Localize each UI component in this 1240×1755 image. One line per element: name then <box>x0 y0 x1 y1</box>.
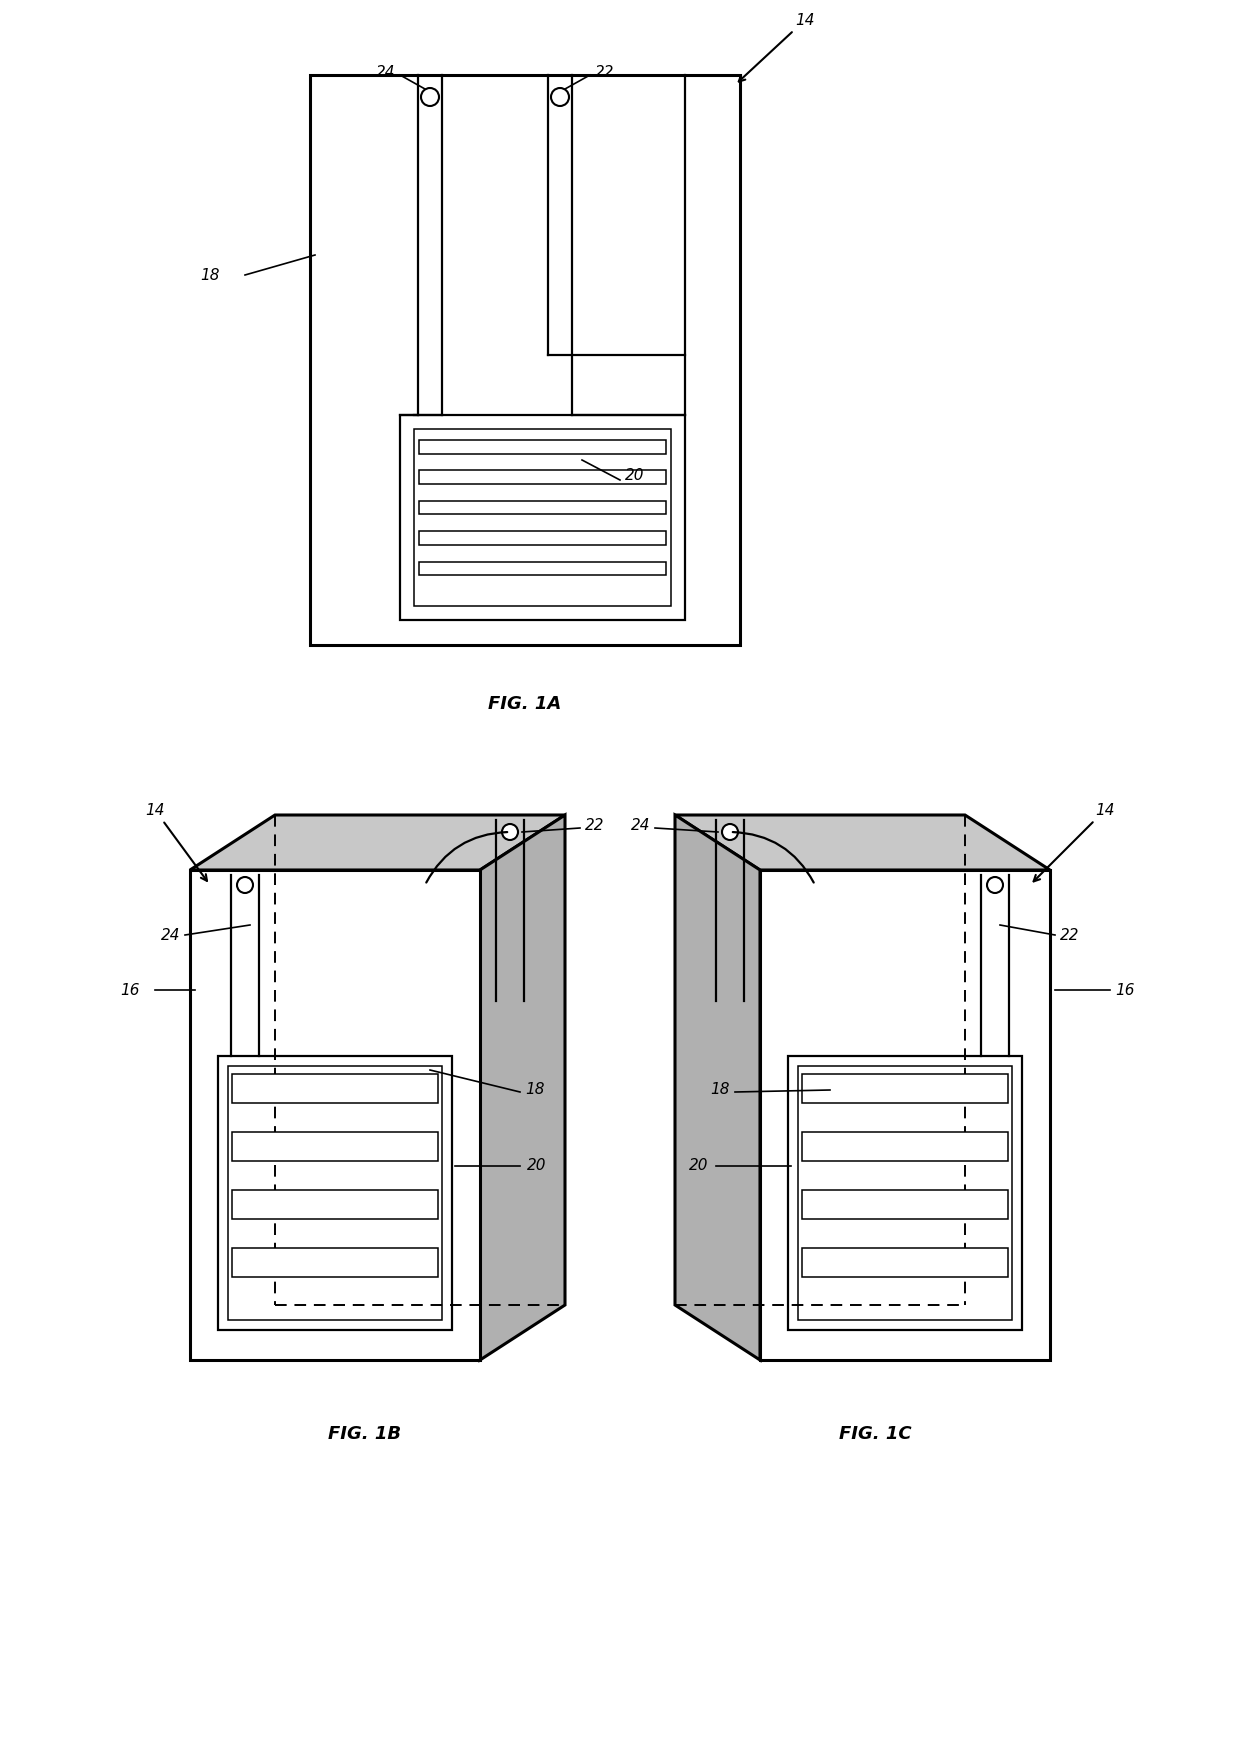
Circle shape <box>502 825 518 841</box>
Bar <box>401 414 684 620</box>
Circle shape <box>422 88 439 105</box>
Polygon shape <box>190 814 565 870</box>
Text: FIG. 1A: FIG. 1A <box>489 695 562 713</box>
Bar <box>218 1057 453 1330</box>
Circle shape <box>237 878 253 893</box>
Circle shape <box>722 825 738 841</box>
Bar <box>802 1132 1008 1162</box>
Bar <box>414 428 671 605</box>
Bar <box>802 1248 1008 1278</box>
Bar <box>419 500 666 514</box>
Polygon shape <box>480 814 565 1360</box>
Polygon shape <box>190 870 480 1360</box>
Text: 16: 16 <box>1115 983 1135 997</box>
Text: 14: 14 <box>145 802 207 881</box>
Text: 20: 20 <box>527 1158 547 1174</box>
Text: 20: 20 <box>688 1158 708 1174</box>
Bar <box>232 1074 438 1104</box>
Text: 22: 22 <box>595 65 615 79</box>
Text: 18: 18 <box>200 267 219 283</box>
Text: FIG. 1B: FIG. 1B <box>329 1425 402 1443</box>
Bar <box>232 1132 438 1162</box>
Bar <box>232 1190 438 1220</box>
Bar <box>802 1074 1008 1104</box>
Text: 14: 14 <box>739 12 815 81</box>
Text: 18: 18 <box>525 1083 544 1097</box>
Bar <box>310 75 740 646</box>
Bar <box>787 1057 1022 1330</box>
Bar <box>419 441 666 455</box>
Circle shape <box>987 878 1003 893</box>
Text: 22: 22 <box>585 818 605 832</box>
Bar <box>419 562 666 576</box>
Polygon shape <box>760 870 1050 1360</box>
Text: 16: 16 <box>120 983 140 997</box>
Bar <box>799 1067 1012 1320</box>
Polygon shape <box>675 814 760 1360</box>
Bar <box>802 1190 1008 1220</box>
Text: 24: 24 <box>376 65 396 79</box>
Bar <box>419 470 666 484</box>
Text: 20: 20 <box>625 467 645 483</box>
Text: 14: 14 <box>1034 802 1115 881</box>
Bar <box>228 1067 441 1320</box>
Text: 24: 24 <box>630 818 650 832</box>
Text: 24: 24 <box>160 927 180 942</box>
Text: FIG. 1C: FIG. 1C <box>838 1425 911 1443</box>
Text: 22: 22 <box>1060 927 1080 942</box>
Circle shape <box>551 88 569 105</box>
Text: 18: 18 <box>711 1083 730 1097</box>
Polygon shape <box>675 814 1050 870</box>
Bar <box>419 532 666 544</box>
Bar <box>232 1248 438 1278</box>
